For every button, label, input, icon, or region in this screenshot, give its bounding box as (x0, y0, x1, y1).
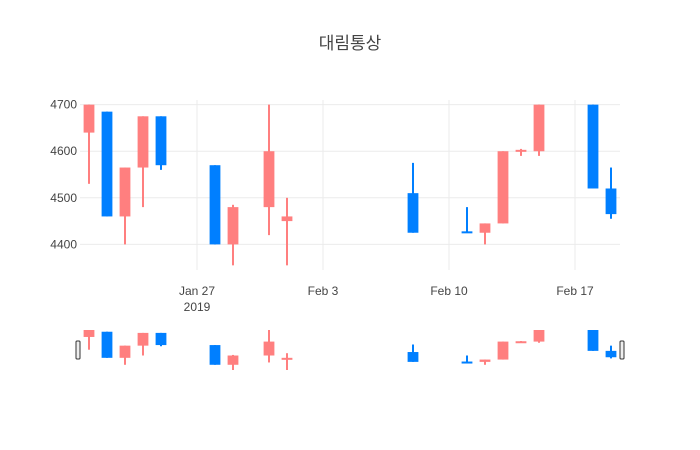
slider-candle-body (533, 330, 545, 342)
candle-body (587, 104, 599, 189)
slider-candle-body (281, 357, 293, 360)
x-tick-label: Feb 3 (308, 284, 339, 298)
slider-candle-body (101, 331, 113, 358)
candle-body (137, 116, 149, 168)
slider-candle-decreasing (605, 345, 617, 359)
slider-candle-body (605, 350, 617, 358)
slider-handle-left[interactable] (75, 340, 81, 360)
candle-body (155, 116, 167, 166)
y-tick-label: 4600 (50, 144, 77, 158)
candle-increasing (227, 204, 239, 266)
slider-candle-body (461, 361, 473, 364)
y-tick-label: 4700 (50, 98, 77, 112)
y-tick-label: 4400 (50, 237, 77, 251)
slider-candle-increasing (497, 341, 509, 360)
slider-candle-body (587, 330, 599, 351)
candle-increasing (533, 104, 545, 156)
candle-increasing (497, 151, 509, 224)
candle-body (83, 104, 95, 133)
slider-candle-body (155, 332, 167, 346)
slider-candle-increasing (83, 330, 95, 350)
slider-candle-decreasing (587, 330, 599, 351)
slider-candle-decreasing (407, 344, 419, 362)
candle-body (479, 223, 491, 233)
y-tick-label: 4500 (50, 191, 77, 205)
x-tick-label: Feb 10 (430, 284, 468, 298)
slider-candle-increasing (137, 332, 149, 356)
candle-body (119, 167, 131, 217)
candle-decreasing (209, 165, 221, 245)
slider-candle-increasing (515, 341, 527, 344)
candle-increasing (83, 104, 95, 184)
slider-candle-decreasing (461, 355, 473, 364)
slider-candle-body (479, 359, 491, 362)
candle-increasing (281, 197, 293, 266)
x-tick-sublabel: 2019 (184, 300, 211, 314)
candle-body (407, 193, 419, 233)
candle-body (227, 207, 239, 245)
slider-candle-body (227, 355, 239, 365)
slider-candle-body (83, 330, 95, 337)
candle-decreasing (605, 167, 617, 219)
candle-body (101, 111, 113, 217)
x-tick-label: Feb 17 (556, 284, 594, 298)
y-axis-ticks: 4400 4500 4600 4700 (50, 98, 77, 252)
candle-body (605, 188, 617, 215)
slider-candle-increasing (281, 353, 293, 370)
candle-body (209, 165, 221, 245)
candle-increasing (119, 167, 131, 245)
slider-candle-body (119, 345, 131, 358)
candle-body (533, 104, 545, 152)
candle-body (263, 151, 275, 208)
slider-candle-body (263, 341, 275, 356)
candle-body (515, 149, 527, 152)
slider-candle-body (515, 341, 527, 344)
candle-increasing (263, 104, 275, 236)
candle-decreasing (587, 104, 599, 189)
slider-candle-decreasing (209, 345, 221, 365)
candle-increasing (515, 148, 527, 156)
slider-candle-increasing (119, 345, 131, 365)
candle-body (281, 216, 293, 222)
candle-increasing (479, 223, 491, 245)
slider-candle-decreasing (155, 332, 167, 347)
slider-candle-increasing (479, 359, 491, 365)
chart-title: 대림통상 (319, 34, 382, 53)
slider-candle-body (209, 345, 221, 365)
candle-decreasing (461, 207, 473, 234)
gridlines (80, 100, 620, 270)
candle-increasing (137, 116, 149, 208)
candle-body (461, 231, 473, 234)
slider-candle-body (137, 332, 149, 346)
candles (83, 104, 617, 266)
x-axis-ticks: Jan 27 2019 Feb 3 Feb 10 Feb 17 (179, 284, 594, 314)
slider-candle-decreasing (101, 331, 113, 358)
candle-decreasing (407, 162, 419, 233)
slider-candle-body (497, 341, 509, 360)
slider-candle-increasing (533, 330, 545, 343)
candle-decreasing (101, 111, 113, 217)
slider-candle-increasing (263, 330, 275, 363)
slider-handle-right[interactable] (619, 340, 625, 360)
range-slider[interactable] (75, 330, 625, 370)
slider-candle-body (407, 352, 419, 362)
x-tick-label: Jan 27 (179, 284, 215, 298)
slider-candle-increasing (227, 354, 239, 370)
candle-body (497, 151, 509, 224)
candle-decreasing (155, 116, 167, 170)
